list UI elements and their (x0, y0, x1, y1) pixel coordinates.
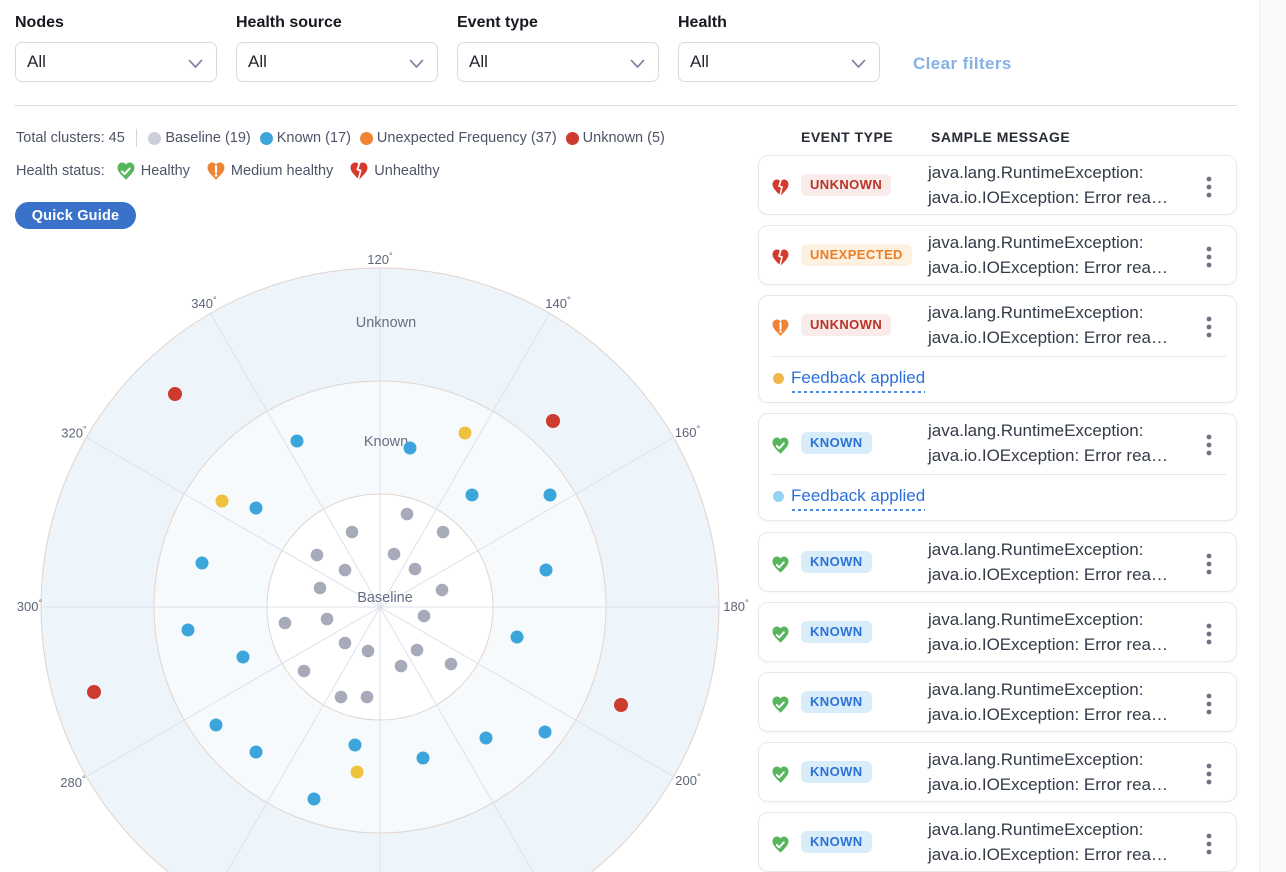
svg-text:180°: 180° (723, 598, 749, 614)
svg-text:120°: 120° (367, 251, 393, 267)
svg-text:340°: 340° (191, 295, 217, 311)
svg-text:Unknown: Unknown (356, 315, 416, 331)
svg-text:200°: 200° (675, 772, 701, 788)
svg-text:140°: 140° (545, 295, 571, 311)
svg-text:280°: 280° (60, 774, 86, 790)
svg-text:300°: 300° (17, 598, 43, 614)
svg-text:160°: 160° (675, 424, 701, 440)
svg-text:Baseline: Baseline (357, 590, 413, 606)
svg-text:Known: Known (364, 434, 408, 450)
svg-text:320°: 320° (61, 425, 87, 441)
